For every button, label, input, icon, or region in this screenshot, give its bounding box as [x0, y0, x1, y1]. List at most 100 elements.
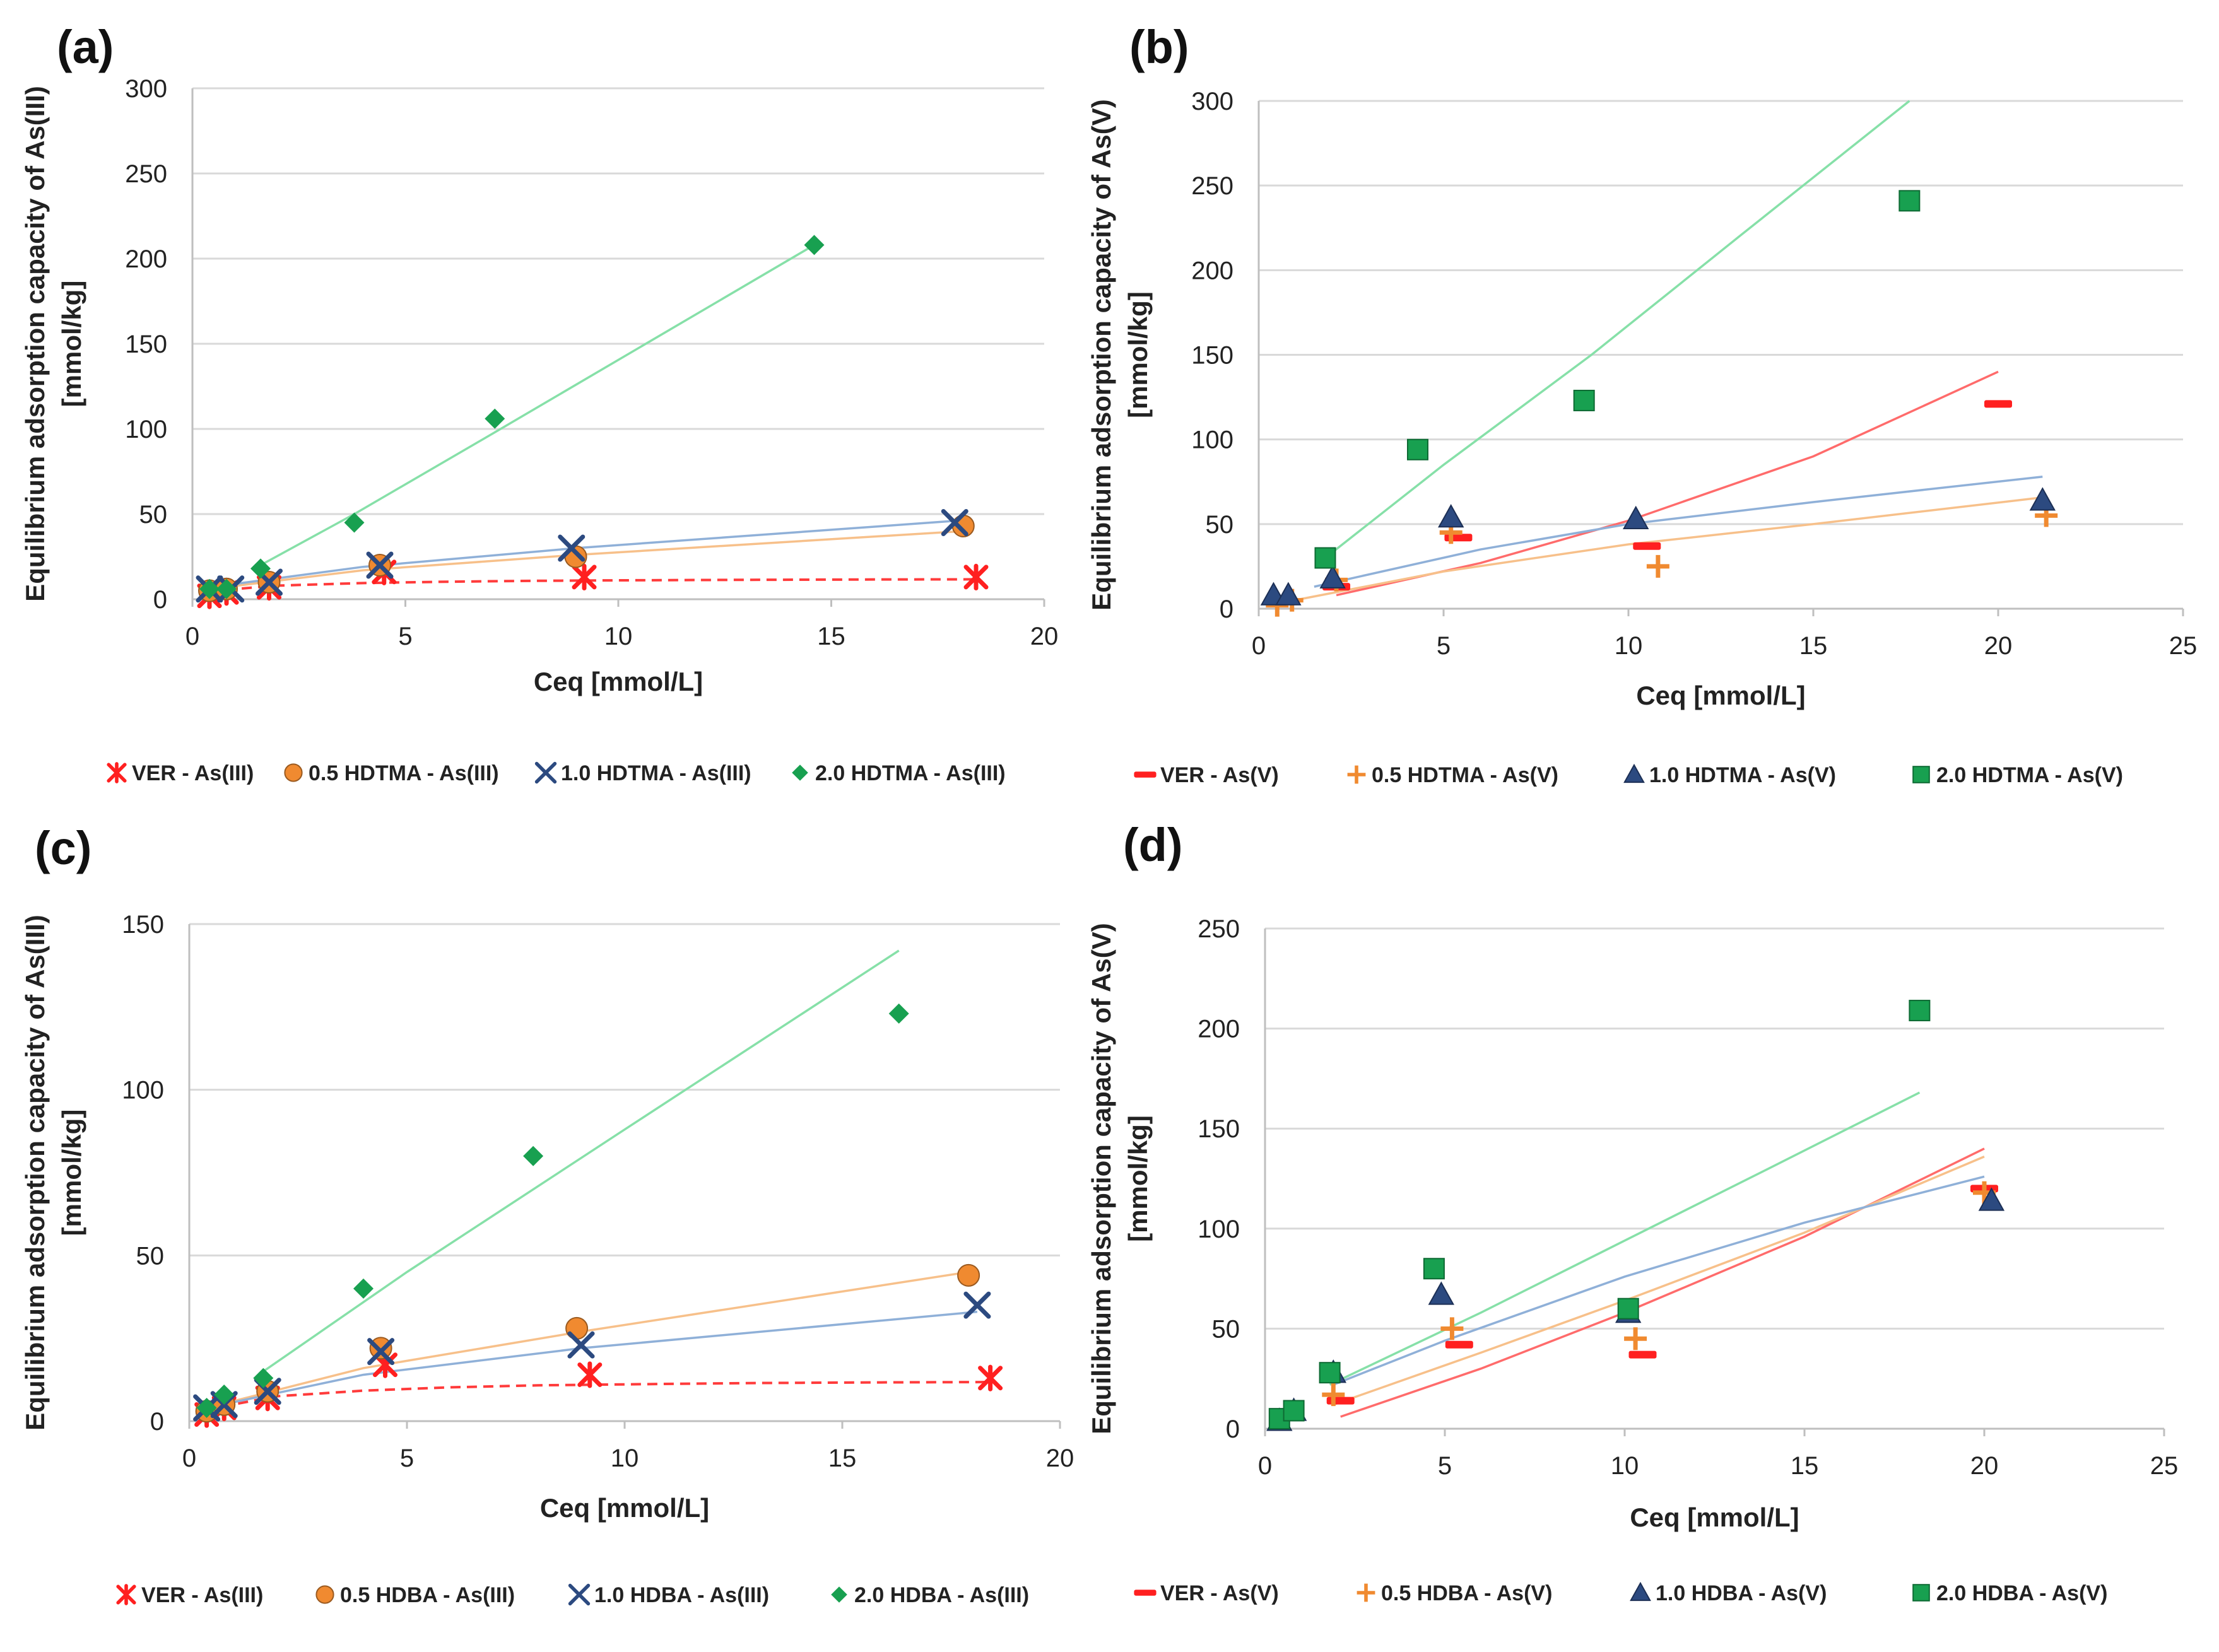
y-tick-label: 50	[136, 1242, 165, 1270]
x-tick-label: 10	[1611, 1452, 1639, 1480]
data-point	[957, 1263, 980, 1287]
data-point	[1978, 1187, 2005, 1211]
y-tick-label: 300	[125, 75, 167, 103]
x-axis-title: Ceq [mmol/L]	[1630, 1503, 1799, 1532]
legend-marker	[1347, 765, 1366, 784]
legend-marker	[1134, 1590, 1157, 1596]
x-tick-label: 20	[1970, 1452, 1999, 1480]
data-point	[577, 1361, 603, 1388]
data-point	[523, 1145, 544, 1166]
y-axis-title: Equilibrium adsorption capacity of As(V)	[1086, 99, 1116, 611]
fit-line	[206, 1381, 991, 1414]
x-tick-label: 15	[817, 623, 845, 650]
data-point	[1573, 389, 1595, 411]
y-axis-title: [mmol/kg]	[1123, 1115, 1153, 1242]
y-tick-label: 300	[1191, 88, 1233, 115]
panel-label: (a)	[57, 21, 114, 73]
y-tick-label: 50	[139, 501, 168, 529]
x-tick-label: 25	[2169, 632, 2198, 660]
y-tick-label: 250	[125, 160, 167, 188]
chart-panel-b: (b) 0 50 100 150 200 250 300 0 5 10 15 20 25 Ceq [mmol…	[1086, 21, 2197, 787]
data-point	[558, 534, 586, 562]
y-tick-label: 50	[1206, 511, 1234, 539]
legend-label: 2.0 HDBA - As(III)	[854, 1583, 1029, 1607]
x-tick-label: 15	[1799, 632, 1828, 660]
legend-label: 1.0 HDBA - As(III)	[594, 1583, 769, 1607]
legend-label: VER - As(III)	[132, 761, 254, 785]
legend-label: 0.5 HDBA - As(III)	[340, 1583, 515, 1607]
x-tick-label: 15	[1791, 1452, 1819, 1480]
chart-panel-d: (d) 0 50 100 150 200 250 0 5 10 15 20 25 Ceq [mmol/L]…	[1086, 819, 2178, 1605]
x-tick-label: 15	[828, 1444, 857, 1472]
y-tick-label: 100	[122, 1077, 164, 1104]
fit-line	[1336, 370, 1999, 597]
legend-marker	[1912, 1584, 1930, 1602]
data-point	[1319, 565, 1346, 589]
fit-line	[1314, 475, 2043, 588]
data-point	[1628, 1350, 1657, 1359]
y-tick-label: 0	[150, 1408, 164, 1436]
x-tick-label: 20	[1046, 1444, 1074, 1472]
data-point	[366, 551, 394, 579]
data-point	[1646, 554, 1669, 578]
data-point	[1445, 1340, 1473, 1349]
y-tick-label: 100	[1191, 426, 1233, 454]
data-point	[978, 1364, 1003, 1391]
data-point	[1314, 547, 1336, 569]
data-point	[1984, 400, 2012, 408]
legend-marker	[1134, 771, 1157, 778]
legend-label: 2.0 HDTMA - As(III)	[815, 761, 1006, 785]
data-point	[216, 578, 237, 599]
chart-panel-a: (a) 0 50 100 150 200 250 300 0 5 10 15 20 Ceq [mmol/L…	[20, 21, 1058, 785]
legend-label: 2.0 HDTMA - As(V)	[1936, 763, 2123, 787]
legend-marker	[107, 762, 127, 783]
data-point	[353, 1278, 374, 1299]
fit-line	[1329, 1091, 1921, 1386]
data-point	[367, 1338, 395, 1366]
data-point	[1326, 1397, 1355, 1405]
data-point	[963, 563, 989, 590]
y-tick-label: 50	[1212, 1315, 1240, 1343]
legend-label: 0.5 HDTMA - As(III)	[309, 761, 499, 785]
x-tick-label: 5	[1438, 1452, 1452, 1480]
y-tick-label: 100	[125, 416, 167, 443]
y-tick-label: 150	[1198, 1115, 1240, 1143]
y-tick-label: 200	[125, 245, 167, 273]
fit-line	[206, 1270, 969, 1409]
data-point	[572, 563, 597, 590]
x-tick-label: 20	[1984, 632, 2013, 660]
legend-marker	[284, 763, 303, 782]
legend-marker	[1623, 763, 1645, 783]
y-tick-label: 150	[122, 911, 164, 939]
x-tick-label: 5	[400, 1444, 414, 1472]
legend-marker	[1357, 1583, 1375, 1602]
x-tick-label: 10	[604, 623, 633, 650]
data-point	[1909, 1000, 1931, 1022]
data-point	[253, 1368, 274, 1388]
y-tick-label: 250	[1191, 172, 1233, 200]
data-point	[567, 1331, 595, 1359]
x-tick-label: 10	[611, 1444, 639, 1472]
y-tick-label: 0	[1226, 1415, 1240, 1443]
legend-marker	[1912, 766, 1930, 783]
data-point	[1617, 1298, 1639, 1320]
y-tick-label: 0	[1220, 595, 1233, 623]
y-tick-label: 250	[1198, 915, 1240, 943]
legend-marker	[568, 1583, 591, 1606]
data-point	[804, 235, 825, 255]
data-point	[485, 408, 505, 429]
data-point	[1898, 190, 1921, 212]
legend-label: 0.5 HDTMA - As(V)	[1372, 763, 1558, 787]
panel-label: (d)	[1123, 819, 1183, 871]
y-tick-label: 200	[1198, 1016, 1240, 1043]
data-point	[1428, 1281, 1454, 1305]
y-tick-label: 100	[1198, 1216, 1240, 1243]
data-point	[1319, 1362, 1341, 1384]
y-tick-label: 200	[1191, 257, 1233, 284]
data-point	[1322, 1383, 1345, 1407]
y-tick-label: 150	[125, 331, 167, 358]
legend-marker	[315, 1585, 334, 1604]
legend-label: VER - As(V)	[1160, 1581, 1279, 1605]
x-tick-label: 25	[2150, 1452, 2179, 1480]
